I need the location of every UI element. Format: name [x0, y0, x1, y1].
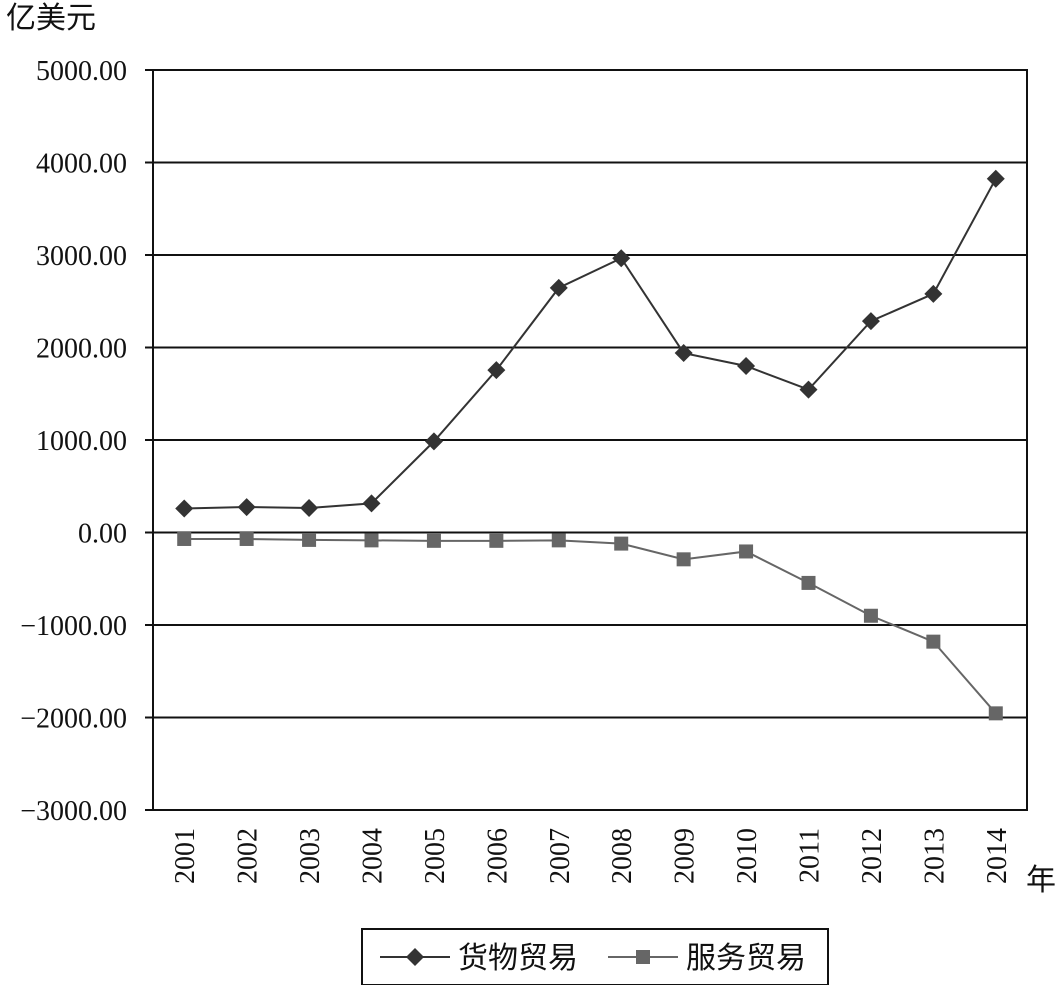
x-tick-label: 2014 [982, 828, 1013, 884]
data-point-diamond [986, 169, 1005, 188]
y-tick-label: −1000.00 [20, 611, 127, 642]
data-point-diamond [799, 380, 818, 399]
data-point-diamond [300, 498, 319, 517]
data-point-diamond [674, 344, 693, 363]
gridlines [153, 161, 1027, 719]
data-point-diamond [362, 494, 381, 513]
data-point-square [863, 608, 878, 623]
x-axis-ticks: 2001 2002 2003 2004 2005 2006 2007 2008 2009 2010… [170, 828, 1013, 884]
y-tick-label: 4000.00 [36, 149, 127, 180]
x-axis-unit-label: 年 [1026, 863, 1056, 898]
x-tick-label: 2013 [919, 828, 950, 884]
x-tick-label: 2006 [482, 828, 513, 884]
x-tick-label: 2011 [795, 828, 826, 883]
legend-box [361, 928, 829, 985]
data-point-square [489, 533, 504, 548]
series-1 [175, 169, 1005, 518]
x-tick-label: 2001 [170, 828, 201, 884]
x-tick-label: 2007 [545, 828, 576, 884]
data-point-diamond [424, 432, 443, 451]
data-point-square [801, 575, 816, 590]
data-point-diamond [612, 249, 631, 268]
x-tick-label: 2010 [732, 828, 763, 884]
data-point-diamond [175, 499, 194, 518]
data-point-square [551, 533, 566, 548]
x-tick-label: 2012 [857, 828, 888, 884]
legend: 货物贸易 服务贸易 [361, 928, 829, 985]
x-tick-label: 2009 [670, 828, 701, 884]
series-line [184, 537, 997, 714]
data-point-square [676, 552, 691, 567]
data-point-diamond [487, 361, 506, 380]
data-point-diamond [861, 312, 880, 331]
y-tick-label: −2000.00 [20, 704, 127, 735]
data-point-square [177, 531, 192, 546]
x-tick-label: 2002 [233, 828, 264, 884]
data-point-square [364, 533, 379, 548]
legend-marker-square [636, 950, 650, 964]
series-2 [177, 531, 1003, 721]
data-point-diamond [924, 284, 943, 303]
data-point-diamond [549, 278, 568, 297]
x-tick-label: 2005 [420, 828, 451, 884]
data-point-square [988, 706, 1003, 721]
legend-label-series-1: 货物贸易 [458, 941, 578, 976]
legend-marker-diamond [406, 948, 424, 966]
legend-label-series-2: 服务贸易 [686, 941, 806, 976]
y-tick-label: 5000.00 [36, 56, 127, 87]
series-line [184, 178, 997, 510]
x-tick-label: 2004 [358, 828, 389, 884]
data-point-diamond [737, 357, 756, 375]
y-tick-label: 2000.00 [36, 334, 127, 365]
x-tick-label: 2003 [295, 828, 326, 884]
y-axis-ticks: 5000.00 4000.00 3000.00 2000.00 1000.00 0.00 −… [20, 56, 153, 827]
data-point-square [302, 532, 317, 547]
y-tick-label: 3000.00 [36, 241, 127, 272]
data-point-square [614, 536, 629, 551]
data-point-square [426, 533, 441, 548]
y-axis-unit-label: 亿美元 [6, 1, 96, 36]
x-tick-label: 2008 [607, 828, 638, 884]
data-point-square [926, 634, 941, 649]
series-layer [175, 169, 1005, 721]
y-tick-label: 1000.00 [36, 426, 127, 457]
y-tick-label: 0.00 [78, 519, 127, 550]
data-point-diamond [237, 498, 256, 517]
data-point-square [239, 531, 254, 546]
y-tick-label: −3000.00 [20, 796, 127, 827]
data-point-square [739, 544, 754, 559]
